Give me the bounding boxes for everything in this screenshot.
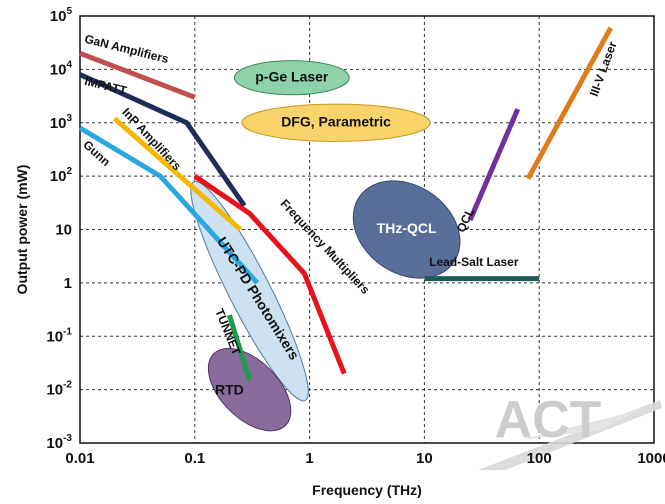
watermark-text: ACT (495, 391, 602, 449)
series-line-iii-v-laser (525, 26, 613, 180)
y-axis-title: Output power (mW) (14, 165, 30, 295)
y-tick-label: 105 (50, 6, 73, 25)
series-line-gunn (78, 125, 260, 285)
region-label-thz-qcl: THz-QCL (377, 220, 437, 236)
series-line-frequency-multipliers (193, 174, 347, 375)
y-tick-labels: 10-3 10-2 10-1 1 10 102 103 104 105 (46, 6, 72, 452)
region-rtd (207, 347, 292, 432)
y-tick-label: 104 (50, 59, 73, 78)
act-logo-watermark: ACT (478, 391, 662, 470)
grid (80, 16, 654, 443)
x-tick-label: 0.1 (184, 450, 205, 467)
region-label-rtd: RTD (215, 382, 244, 398)
y-tick-label: 103 (50, 113, 73, 132)
region-utc-pd-photomixers (190, 180, 309, 402)
plot-area (79, 15, 655, 444)
series-label-iii-v-laser: III-V Laser (587, 39, 620, 98)
y-tick-label: 102 (50, 166, 73, 185)
series-line-impatt (78, 72, 247, 208)
series-label-lead-salt-laser: Lead-Salt Laser (429, 255, 519, 269)
x-tick-label: 1000 (637, 450, 665, 467)
x-tick-label: 100 (527, 450, 552, 467)
y-tick-label: 10 (55, 222, 72, 239)
series-line-gan-amplifiers (79, 50, 196, 100)
y-tick-label: 10-3 (46, 433, 72, 452)
series-line-tunnet (226, 314, 252, 381)
region-dfg-parametric (241, 103, 431, 142)
series-label-impatt: IMPATT (83, 74, 129, 98)
y-tick-label: 10-1 (46, 326, 72, 345)
regions (190, 60, 461, 432)
region-label-p-ge-laser: p-Ge Laser (255, 68, 329, 84)
region-label-dfg-parametric: DFG, Parametric (281, 113, 391, 129)
series (78, 26, 613, 381)
y-tick-label: 10-2 (46, 380, 72, 399)
x-axis-title: Frequency (THz) (312, 482, 422, 498)
region-p-ge-laser (233, 60, 350, 96)
x-tick-label: 0.01 (65, 450, 94, 467)
series-line-qcl (467, 108, 521, 222)
region-thz-qcl (352, 180, 461, 279)
x-tick-label: 10 (416, 450, 433, 467)
x-tick-labels: 0.01 0.1 1 10 100 1000 (65, 450, 665, 467)
x-tick-label: 1 (305, 450, 313, 467)
watermark-arrow-shape (520, 410, 640, 440)
y-tick-label: 1 (64, 275, 72, 292)
series-label-qcl: QCL (454, 206, 477, 235)
series-line-inp-amplifiers (112, 116, 243, 232)
